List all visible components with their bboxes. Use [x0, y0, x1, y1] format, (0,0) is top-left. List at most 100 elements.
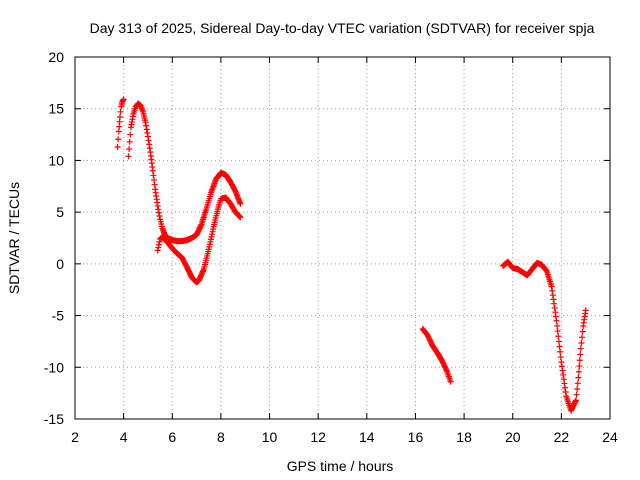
data-point [574, 386, 581, 393]
data-point [577, 345, 584, 352]
data-point [126, 138, 133, 145]
data-point [144, 130, 151, 137]
data-point [558, 363, 565, 370]
x-tick-label: 14 [359, 429, 375, 445]
data-point [120, 97, 127, 104]
data-point [557, 353, 564, 360]
data-point [116, 113, 123, 120]
data-point [114, 143, 121, 150]
series-arc-b [125, 100, 244, 245]
data-point [554, 322, 561, 329]
series-arc-a [114, 96, 127, 150]
data-point [562, 384, 569, 391]
x-tick-label: 4 [120, 429, 128, 445]
data-point [155, 209, 162, 216]
data-point [115, 136, 122, 143]
x-tick-label: 12 [310, 429, 326, 445]
data-point [120, 96, 127, 103]
x-tick-labels: 2 4 6 8 10 12 14 16 18 20 22 24 [71, 429, 618, 445]
data-point [237, 200, 244, 207]
x-tick-label: 20 [505, 429, 521, 445]
data-series [114, 96, 589, 414]
x-tick-label: 16 [408, 429, 424, 445]
data-point [142, 119, 149, 126]
data-point [551, 300, 558, 307]
data-point [556, 343, 563, 350]
data-point [143, 126, 150, 133]
data-point [575, 368, 582, 375]
data-point [575, 374, 582, 381]
data-point [127, 131, 134, 138]
x-tick-label: 8 [217, 429, 225, 445]
data-point [582, 307, 589, 314]
data-point [150, 172, 157, 179]
data-point [562, 388, 569, 395]
x-tick-label: 24 [602, 429, 618, 445]
data-point [126, 146, 133, 153]
y-tick-label: 20 [48, 49, 64, 65]
data-point [579, 334, 586, 341]
data-point [149, 167, 156, 174]
data-point [576, 357, 583, 364]
axis-ticks [74, 56, 611, 420]
data-point [553, 317, 560, 324]
data-point [151, 177, 158, 184]
data-point [576, 363, 583, 370]
data-point [156, 238, 163, 245]
data-point [572, 397, 579, 404]
x-tick-label: 6 [168, 429, 176, 445]
data-point [558, 359, 565, 366]
data-point [579, 328, 586, 335]
data-point [156, 213, 163, 220]
data-point [143, 122, 150, 129]
data-point [555, 338, 562, 345]
data-point [154, 202, 161, 209]
data-point [577, 351, 584, 358]
x-axis-label: GPS time / hours [287, 458, 394, 474]
grid [75, 57, 610, 419]
data-point [559, 367, 566, 374]
x-tick-label: 2 [71, 429, 79, 445]
data-point [155, 241, 162, 248]
data-point [555, 333, 562, 340]
chart-title: Day 313 of 2025, Sidereal Day-to-day VTE… [90, 20, 595, 36]
data-point [146, 141, 153, 148]
data-point [117, 108, 124, 115]
data-point [578, 339, 585, 346]
data-point [443, 367, 450, 374]
data-point [550, 296, 557, 303]
data-point [560, 371, 567, 378]
data-point [557, 348, 564, 355]
x-tick-label: 22 [554, 429, 570, 445]
series-arc-d [419, 326, 454, 385]
y-tick-label: 15 [48, 101, 64, 117]
y-tick-label: -5 [52, 308, 65, 324]
data-point [561, 380, 568, 387]
y-tick-label: 5 [56, 204, 64, 220]
data-point [145, 137, 152, 144]
data-point [552, 313, 559, 320]
y-tick-label: 10 [48, 152, 64, 168]
data-point [447, 378, 454, 385]
x-tick-label: 10 [262, 429, 278, 445]
y-tick-label: 0 [56, 256, 64, 272]
data-point [151, 181, 158, 188]
series-arc-c [154, 194, 244, 286]
x-tick-label: 18 [456, 429, 472, 445]
data-point [125, 153, 132, 160]
data-point [144, 133, 151, 140]
data-point [146, 145, 153, 152]
data-point [554, 328, 561, 335]
data-point [548, 283, 555, 290]
data-point [551, 304, 558, 311]
data-point [549, 292, 556, 299]
data-point [574, 380, 581, 387]
plot-frame [74, 56, 611, 420]
y-tick-labels: -15 -10 -5 0 5 10 15 20 [44, 49, 64, 427]
series-arc-e [500, 258, 589, 414]
y-axis-label: SDTVAR / TECUs [6, 182, 22, 294]
y-tick-label: -15 [44, 411, 64, 427]
data-point [154, 247, 161, 254]
y-tick-label: -10 [44, 359, 64, 375]
